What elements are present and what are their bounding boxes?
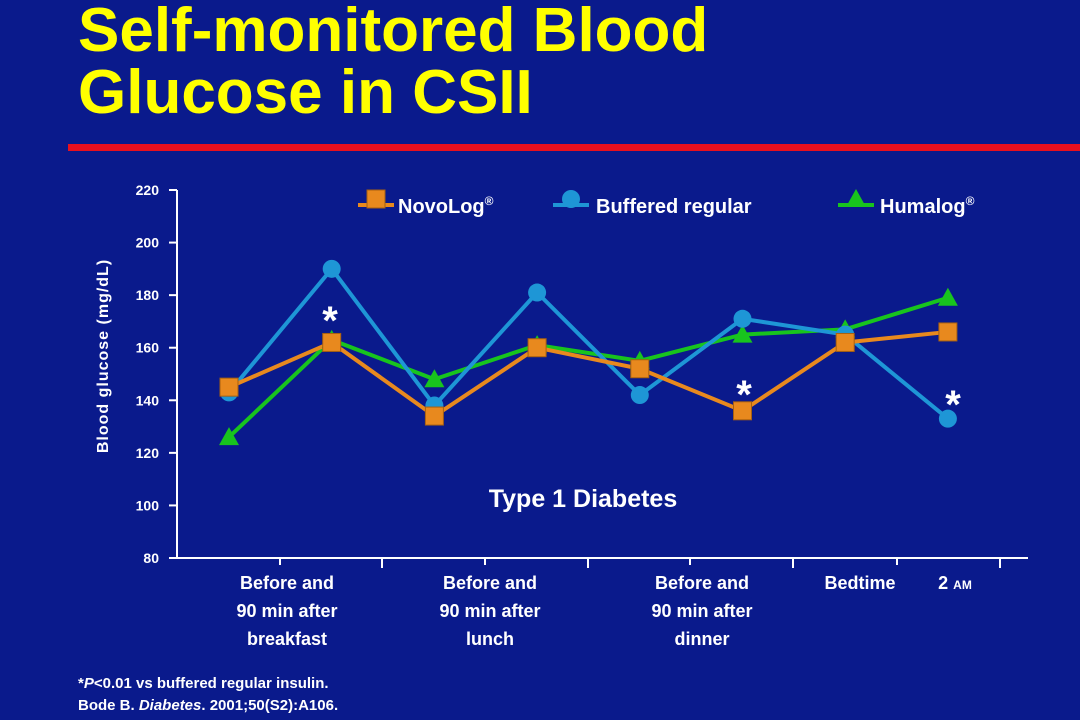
- x-category-label: dinner: [674, 629, 729, 649]
- data-point-humalog: [937, 287, 958, 306]
- data-point-buffered-regular: [938, 409, 957, 428]
- x-category-label: Bedtime: [824, 573, 895, 593]
- legend-label: Buffered regular: [596, 196, 752, 218]
- data-point-novolog: [322, 332, 342, 352]
- title-divider: [68, 144, 1080, 151]
- data-point-buffered-regular: [733, 309, 752, 328]
- title-line-1: Self-monitored Blood: [78, 0, 709, 65]
- x-category-label: 90 min after: [439, 601, 540, 621]
- x-category-label: Before and: [655, 573, 749, 593]
- legend-marker: [366, 189, 386, 209]
- data-point-novolog: [938, 322, 958, 342]
- data-point-buffered-regular: [322, 259, 341, 278]
- x-category-label: lunch: [466, 629, 514, 649]
- data-point-novolog: [527, 338, 547, 358]
- data-point-novolog: [630, 359, 650, 379]
- significance-asterisk: *: [736, 373, 752, 417]
- x-category-label: Before and: [240, 573, 334, 593]
- data-point-novolog: [733, 401, 752, 421]
- y-tick-label: 120: [136, 445, 160, 461]
- y-tick-label: 200: [136, 235, 160, 251]
- data-point-novolog: [835, 332, 855, 352]
- x-category-label: 90 min after: [236, 601, 337, 621]
- footnote-citation: Bode B. Diabetes. 2001;50(S2):A106.: [78, 697, 339, 714]
- data-point-novolog: [219, 377, 239, 397]
- slide-title: Self-monitored Blood Glucose in CSII: [78, 0, 708, 124]
- y-tick-label: 180: [136, 287, 160, 303]
- footnote: *P<0.01 vs buffered regular insulin. Bod…: [78, 673, 338, 717]
- series-line-buffered-regular: [227, 266, 950, 421]
- data-point-buffered-regular: [630, 386, 649, 405]
- y-tick-label: 80: [143, 550, 159, 566]
- legend-label: Humalog®: [880, 194, 975, 218]
- y-tick-label: 140: [136, 392, 160, 408]
- data-point-novolog: [424, 406, 444, 426]
- footnote-significance: *P<0.01 vs buffered regular insulin.: [78, 675, 329, 692]
- y-tick-label: 160: [136, 340, 160, 356]
- x-category-label: Before and: [443, 573, 537, 593]
- title-line-2: Glucose in CSII: [78, 58, 533, 127]
- series-line-novolog: [228, 329, 949, 419]
- significance-asterisk: *: [945, 383, 961, 427]
- y-tick-label: 220: [136, 182, 160, 198]
- data-point-buffered-regular: [528, 283, 547, 302]
- data-point-humalog: [219, 427, 239, 446]
- data-point-humalog: [732, 324, 753, 343]
- x-category-label: breakfast: [247, 629, 327, 649]
- x-category-label: 2 AM: [938, 573, 972, 593]
- legend-marker: [562, 190, 580, 208]
- y-tick-label: 100: [136, 497, 160, 513]
- y-axis-label: Blood glucose (mg/dL): [95, 259, 112, 453]
- legend-label: NovoLog®: [398, 194, 494, 218]
- significance-asterisk: *: [322, 299, 338, 343]
- data-point-humalog: [424, 369, 445, 388]
- legend-marker: [846, 189, 866, 207]
- chart-annotation: Type 1 Diabetes: [489, 485, 678, 513]
- x-category-label: 90 min after: [651, 601, 752, 621]
